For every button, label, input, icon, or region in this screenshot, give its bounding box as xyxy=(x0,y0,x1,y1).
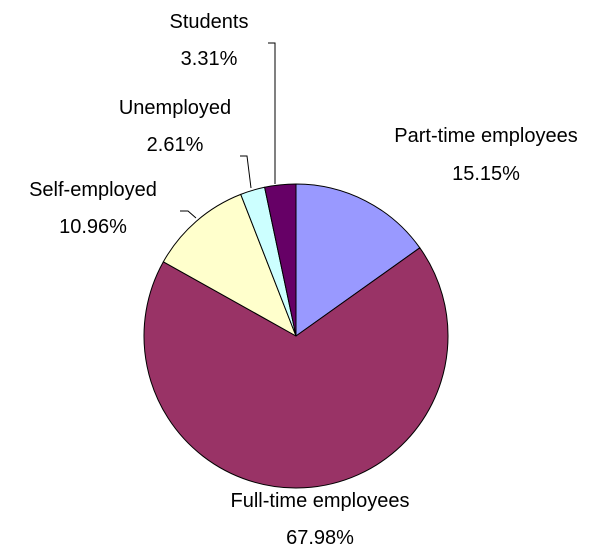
leader-line-students xyxy=(268,42,276,184)
slice-value-full-time-employees: 67.98% xyxy=(286,527,354,549)
slice-value-part-time-employees: 15.15% xyxy=(452,163,520,185)
slice-labels: Part-time employees 15.15% Full-time emp… xyxy=(29,11,578,549)
slice-name-students: Students xyxy=(170,11,249,33)
leader-lines xyxy=(180,42,276,219)
slice-name-part-time-employees: Part-time employees xyxy=(394,125,577,147)
slice-name-full-time-employees: Full-time employees xyxy=(231,490,410,512)
pie-slice-self-employed xyxy=(162,193,297,337)
pie-slice-full-time-employees xyxy=(143,247,449,489)
leader-line-unemployed xyxy=(240,155,252,189)
slice-name-unemployed: Unemployed xyxy=(119,97,231,119)
slice-value-unemployed: 2.61% xyxy=(147,134,204,156)
slice-name-self-employed: Self-employed xyxy=(29,179,157,201)
leader-line-self-employed xyxy=(180,210,197,219)
slice-value-self-employed: 10.96% xyxy=(59,216,127,238)
slice-value-students: 3.31% xyxy=(181,48,238,70)
pie-slice-students xyxy=(264,183,297,337)
pie-slice-part-time-employees xyxy=(295,183,421,337)
pie-slices xyxy=(143,183,449,489)
